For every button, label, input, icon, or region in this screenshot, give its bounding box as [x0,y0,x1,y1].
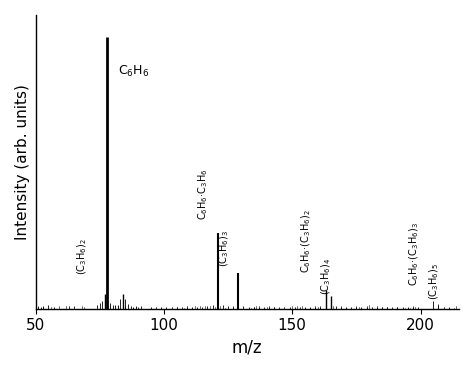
X-axis label: m/z: m/z [232,339,263,357]
Text: C$_6$H$_6$·(C$_3$H$_6$)$_2$: C$_6$H$_6$·(C$_3$H$_6$)$_2$ [299,209,313,273]
Text: (C$_3$H$_6$)$_2$: (C$_3$H$_6$)$_2$ [76,238,90,276]
Y-axis label: Intensity (arb. units): Intensity (arb. units) [15,84,30,240]
Text: (C$_3$H$_6$)$_3$: (C$_3$H$_6$)$_3$ [217,230,230,267]
Text: (C$_3$H$_6$)$_4$: (C$_3$H$_6$)$_4$ [319,257,333,295]
Text: C$_6$H$_6$·C$_3$H$_6$: C$_6$H$_6$·C$_3$H$_6$ [196,169,210,220]
Text: (C$_3$H$_6$)$_5$: (C$_3$H$_6$)$_5$ [428,263,441,300]
Text: C$_6$H$_6$: C$_6$H$_6$ [118,64,149,79]
Text: C$_6$H$_6$·(C$_3$H$_6$)$_3$: C$_6$H$_6$·(C$_3$H$_6$)$_3$ [407,222,420,286]
